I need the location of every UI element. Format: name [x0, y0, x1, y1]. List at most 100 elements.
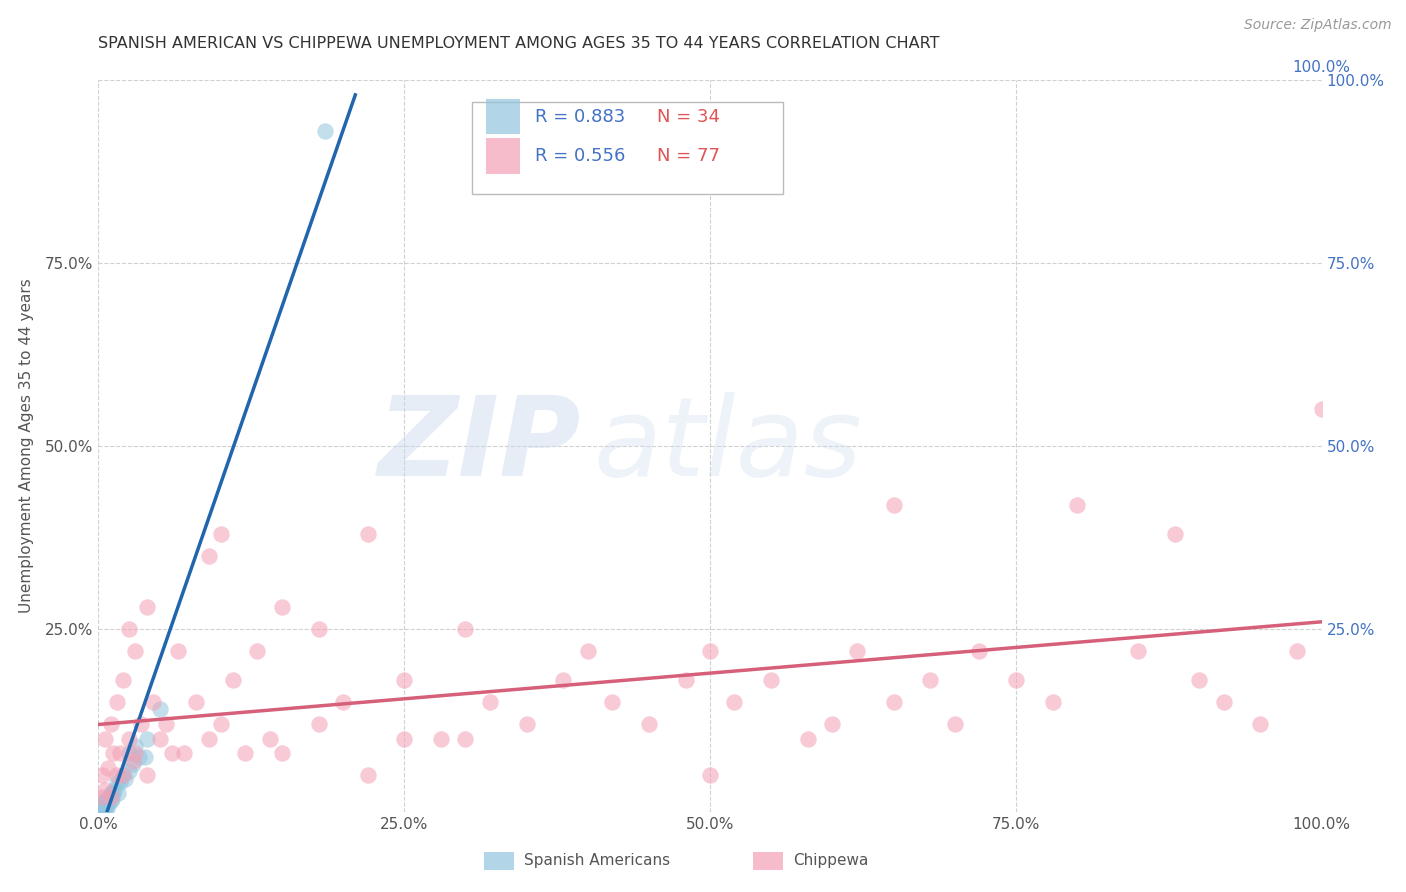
Point: [1164, 526, 1187, 541]
Point: [1286, 644, 1309, 658]
Text: atlas: atlas: [593, 392, 862, 500]
Point: [111, 768, 134, 782]
Point: [920, 673, 942, 687]
Point: [128, 749, 150, 764]
Point: [93, 731, 115, 746]
Point: [105, 768, 128, 782]
Point: [883, 695, 905, 709]
Text: Chippewa: Chippewa: [793, 854, 869, 868]
Point: [103, 782, 125, 797]
Point: [96, 794, 118, 808]
Point: [100, 787, 122, 801]
Point: [149, 702, 172, 716]
Text: R = 0.883: R = 0.883: [536, 108, 626, 126]
Point: [454, 731, 477, 746]
Point: [91, 768, 114, 782]
Point: [129, 717, 152, 731]
Point: [1004, 673, 1026, 687]
Point: [197, 549, 219, 563]
Point: [97, 761, 120, 775]
Point: [94, 797, 117, 812]
Point: [101, 746, 124, 760]
Point: [454, 622, 477, 636]
Point: [883, 498, 905, 512]
Point: [797, 731, 820, 746]
Point: [91, 798, 114, 813]
Point: [1188, 673, 1211, 687]
FancyBboxPatch shape: [752, 852, 783, 871]
Point: [1128, 644, 1150, 658]
Point: [308, 622, 330, 636]
FancyBboxPatch shape: [484, 852, 515, 871]
Point: [101, 787, 124, 801]
Point: [308, 717, 330, 731]
FancyBboxPatch shape: [471, 103, 783, 194]
Point: [97, 797, 120, 812]
Text: N = 77: N = 77: [658, 147, 720, 165]
Text: ZIP: ZIP: [378, 392, 582, 500]
Point: [356, 768, 378, 782]
Point: [91, 801, 114, 815]
Point: [87, 803, 110, 817]
Point: [967, 644, 990, 658]
Point: [110, 775, 132, 789]
Point: [100, 794, 122, 808]
Point: [118, 731, 141, 746]
Point: [1042, 695, 1064, 709]
Text: R = 0.556: R = 0.556: [536, 147, 626, 165]
Point: [173, 746, 195, 760]
Point: [118, 746, 141, 760]
Point: [87, 805, 110, 819]
Point: [105, 695, 128, 709]
Point: [197, 731, 219, 746]
Point: [100, 717, 122, 731]
Point: [222, 673, 245, 687]
Point: [675, 673, 697, 687]
Point: [111, 673, 134, 687]
Point: [845, 644, 868, 658]
Point: [259, 731, 281, 746]
Point: [100, 790, 122, 805]
Point: [136, 599, 159, 614]
Point: [121, 754, 143, 768]
Point: [110, 746, 132, 760]
FancyBboxPatch shape: [486, 99, 520, 134]
Text: Spanish Americans: Spanish Americans: [524, 854, 671, 868]
Point: [96, 801, 118, 815]
Point: [149, 731, 172, 746]
Point: [478, 695, 501, 709]
Point: [90, 790, 112, 805]
Point: [105, 775, 128, 789]
Point: [332, 695, 354, 709]
Point: [576, 644, 599, 658]
Point: [553, 673, 575, 687]
Text: N = 34: N = 34: [658, 108, 720, 126]
Point: [124, 644, 146, 658]
Point: [90, 803, 112, 817]
Point: [515, 717, 537, 731]
Point: [943, 717, 966, 731]
Point: [821, 717, 844, 731]
Text: SPANISH AMERICAN VS CHIPPEWA UNEMPLOYMENT AMONG AGES 35 TO 44 YEARS CORRELATION : SPANISH AMERICAN VS CHIPPEWA UNEMPLOYMEN…: [98, 36, 941, 51]
Point: [600, 695, 623, 709]
Point: [101, 791, 124, 805]
Point: [91, 794, 114, 808]
Point: [136, 768, 159, 782]
Point: [186, 695, 208, 709]
Point: [314, 124, 336, 138]
Point: [93, 803, 115, 817]
Point: [233, 746, 256, 760]
Point: [356, 526, 378, 541]
Point: [723, 695, 745, 709]
Point: [430, 731, 453, 746]
FancyBboxPatch shape: [486, 138, 520, 174]
Point: [209, 717, 232, 731]
Point: [270, 599, 294, 614]
Point: [136, 731, 159, 746]
Point: [392, 673, 416, 687]
Point: [114, 772, 136, 786]
Point: [155, 717, 177, 731]
Point: [246, 644, 269, 658]
Point: [118, 764, 141, 779]
Point: [392, 731, 416, 746]
